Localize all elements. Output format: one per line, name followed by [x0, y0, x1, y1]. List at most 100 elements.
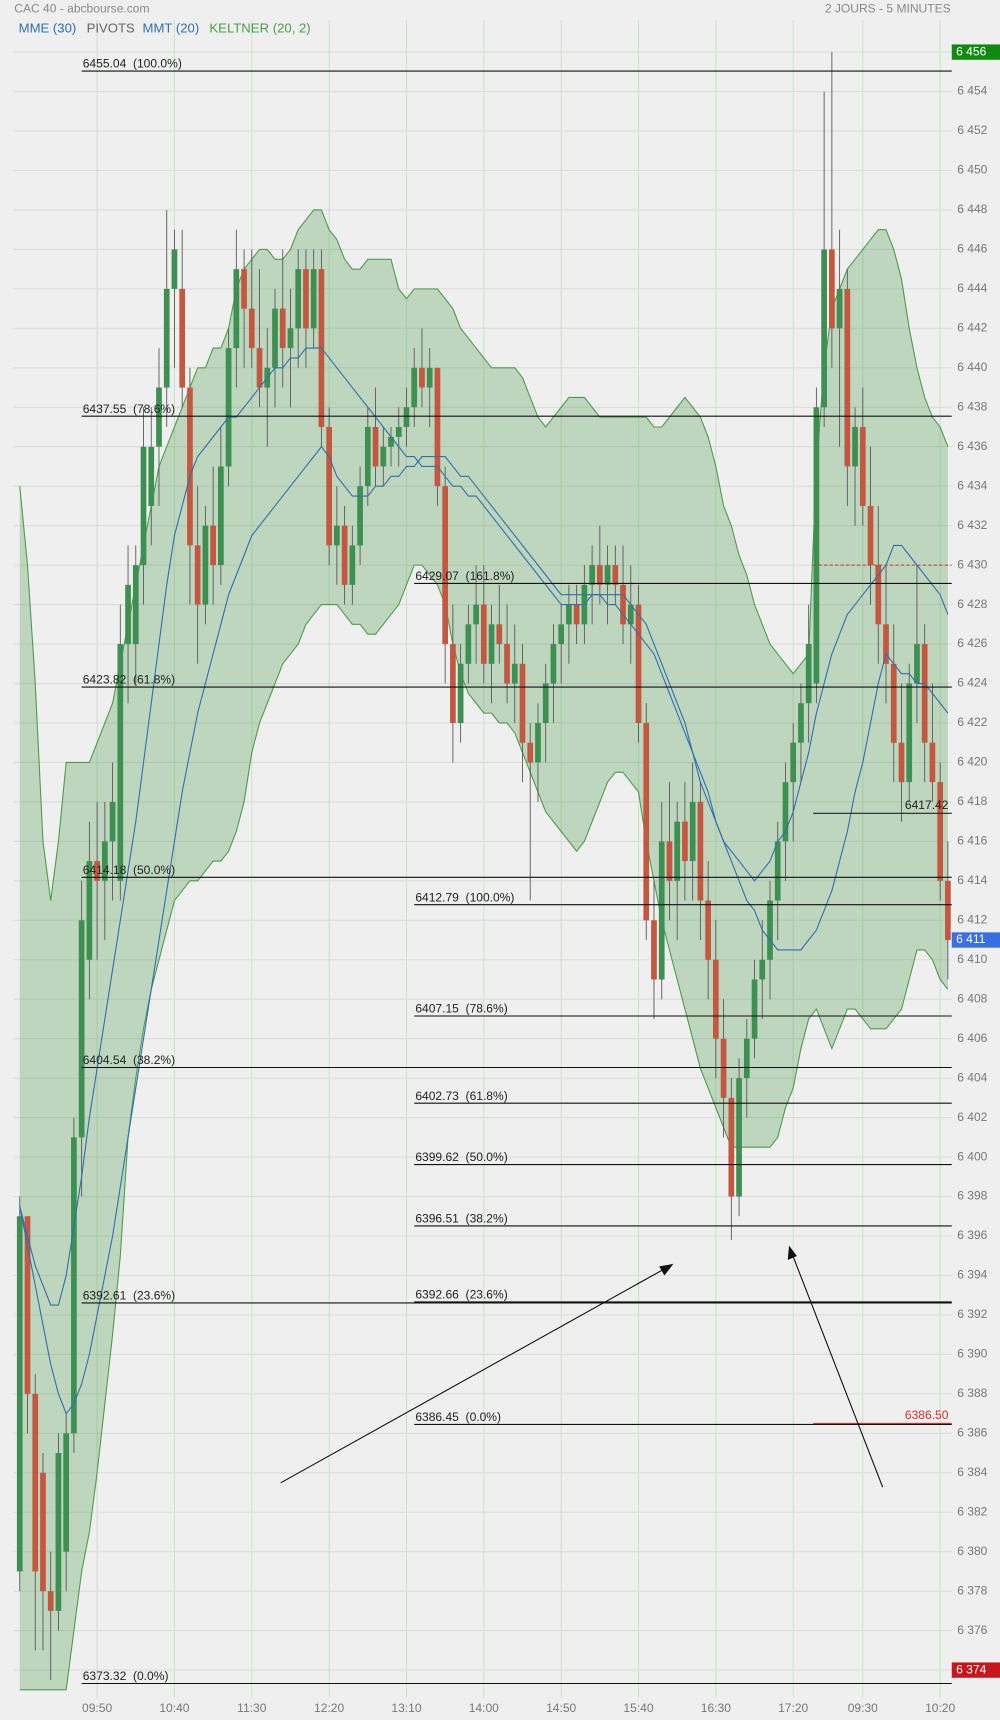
candle-body	[163, 288, 170, 388]
candle-body	[395, 427, 402, 437]
candle-body	[334, 525, 340, 546]
candle-body	[713, 959, 719, 1039]
candle-body	[527, 742, 534, 763]
candle-body	[627, 604, 634, 625]
candle-body	[612, 565, 619, 585]
candle-body	[125, 584, 131, 645]
candle-body	[666, 841, 673, 881]
price-tag	[951, 932, 1000, 948]
candle-body	[326, 427, 332, 546]
candle-body	[682, 821, 688, 862]
keltner-fill	[19, 209, 948, 1690]
candle-body	[364, 427, 371, 487]
candle-body	[272, 308, 278, 368]
candle-body	[767, 900, 773, 960]
candle-body	[303, 269, 309, 329]
candle-body	[496, 624, 503, 645]
x-tick-label: 15:40	[623, 1701, 653, 1715]
candle-body	[310, 269, 317, 329]
candle-body	[411, 367, 418, 408]
y-tick-label: 6 454	[957, 84, 987, 98]
candle-body	[78, 920, 85, 1138]
candle-body	[805, 644, 812, 704]
candle-body	[171, 249, 178, 289]
price-tag-label: 6 411	[956, 932, 986, 946]
y-tick-label: 6 402	[957, 1110, 987, 1124]
legend-entry[interactable]: MME (30)	[19, 20, 77, 35]
candle-body	[287, 328, 294, 349]
y-tick-label: 6 438	[957, 399, 987, 413]
candle-body	[720, 1038, 727, 1098]
y-tick-label: 6 416	[957, 834, 987, 848]
plot-layer: 6 374 6 376 6 378 6 380 6 382 6 384 6 386 6 388…	[13, 20, 1000, 1715]
y-tick-label: 6 422	[957, 715, 987, 729]
x-tick-label: 10:40	[159, 1701, 189, 1715]
x-tick-label: 13:10	[391, 1701, 421, 1715]
y-tick-label: 6 444	[957, 281, 987, 295]
y-tick-label: 6 410	[957, 952, 987, 966]
fib-label: 6402.73 (61.8%)	[415, 1089, 507, 1103]
candle-body	[728, 1097, 735, 1197]
candle-body	[202, 525, 209, 605]
legend-entry[interactable]: PIVOTS	[87, 20, 135, 35]
candle-body	[658, 841, 665, 980]
candle-body	[558, 624, 565, 645]
candle-body	[140, 446, 147, 566]
candle-body	[279, 308, 286, 349]
candle-body	[16, 1216, 23, 1572]
page-title: CAC 40 - abcbourse.com	[14, 1, 149, 15]
candle-body	[542, 683, 549, 723]
candle-body	[697, 801, 704, 901]
fib-label: 6414.18 (50.0%)	[83, 863, 175, 877]
y-tick-label: 6 406	[957, 1031, 987, 1045]
candle-body	[117, 644, 124, 881]
legend-entry[interactable]: MMT (20)	[143, 20, 200, 35]
marker-label: 6386.50	[905, 1408, 949, 1422]
price-tag-label: 6 374	[956, 1662, 986, 1676]
candle-body	[187, 387, 193, 546]
candle-body	[194, 545, 201, 605]
candle-body	[550, 644, 557, 684]
y-tick-label: 6 404	[957, 1070, 987, 1084]
candle-body	[109, 801, 116, 842]
y-tick-label: 6 382	[957, 1504, 987, 1518]
fib-label: 6412.79 (100.0%)	[415, 890, 514, 904]
y-tick-label: 6 436	[957, 439, 987, 453]
x-tick-label: 10:20	[925, 1701, 955, 1715]
candle-body	[372, 427, 379, 467]
candle-body	[875, 565, 882, 625]
candle-body	[573, 604, 580, 625]
y-tick-label: 6 400	[957, 1149, 987, 1163]
candle-body	[241, 269, 247, 309]
candle-body	[63, 1433, 70, 1552]
legend-entry[interactable]: KELTNER (20, 2)	[209, 20, 310, 35]
candle-body	[535, 722, 541, 763]
candle-body	[357, 486, 363, 546]
candle-body	[86, 861, 93, 960]
candle-body	[798, 703, 804, 743]
candle-body	[906, 683, 913, 783]
moving-average	[19, 445, 949, 1415]
candle-body	[511, 663, 518, 684]
price-tag	[951, 44, 1000, 60]
x-tick-label: 17:20	[778, 1701, 808, 1715]
candle-body	[450, 644, 456, 723]
candle-body	[914, 644, 920, 684]
moving-average	[19, 347, 949, 1306]
candle-body	[829, 249, 835, 329]
fib-label: 6407.15 (78.6%)	[415, 1002, 507, 1016]
candle-body	[442, 486, 449, 645]
candle-body	[434, 367, 441, 487]
x-tick-label: 11:30	[237, 1701, 267, 1715]
fib-label: 6423.82 (61.8%)	[83, 673, 175, 687]
y-tick-label: 6 450	[957, 163, 987, 177]
candle-body	[94, 861, 100, 881]
keltner-upper	[19, 209, 949, 901]
x-tick-label: 09:50	[82, 1701, 112, 1715]
candle-body	[256, 348, 263, 388]
candle-body	[759, 959, 766, 980]
candle-body	[743, 1038, 750, 1079]
candle-body	[148, 446, 155, 506]
candle-body	[813, 407, 820, 684]
candle-body	[403, 407, 410, 428]
